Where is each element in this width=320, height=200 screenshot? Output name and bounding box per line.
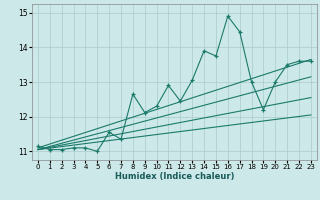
X-axis label: Humidex (Indice chaleur): Humidex (Indice chaleur) [115,172,234,181]
